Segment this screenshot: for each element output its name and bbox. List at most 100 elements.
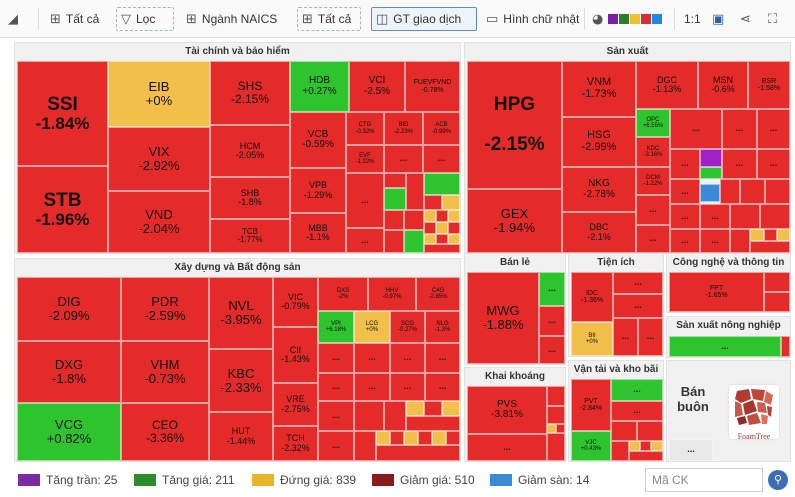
stock-tile-small[interactable] bbox=[376, 445, 460, 461]
stock-tile-other[interactable]: ... bbox=[354, 373, 390, 401]
stock-tile-msn[interactable]: MSN -0.6% bbox=[698, 61, 748, 109]
stock-tile-small[interactable] bbox=[404, 230, 424, 253]
stock-tile-small[interactable] bbox=[637, 421, 663, 441]
stock-tile-small[interactable] bbox=[765, 179, 790, 204]
sector-transport[interactable]: Vận tải và kho bãi PVT -2.84% VJC +0.43% .… bbox=[568, 360, 664, 462]
search-button[interactable]: ⚲ bbox=[768, 470, 788, 490]
stock-search-input[interactable]: Mã CK bbox=[645, 468, 763, 492]
stock-tile-small[interactable] bbox=[424, 244, 460, 253]
stock-tile-other[interactable]: ... bbox=[425, 343, 460, 373]
stock-tile-small[interactable] bbox=[424, 195, 442, 210]
stock-tile-bii[interactable]: BII +0% bbox=[571, 322, 613, 356]
industry-button[interactable]: ⊞ Ngành NAICS bbox=[182, 7, 281, 31]
stock-tile-shb[interactable]: SHB -1.8% bbox=[210, 177, 290, 219]
stock-tile-hhv[interactable]: HHV -0.97% bbox=[368, 277, 416, 311]
stock-tile-small[interactable] bbox=[390, 431, 404, 445]
stock-tile-dcm[interactable]: DCM -1.22% bbox=[636, 167, 670, 195]
stock-tile-other[interactable]: ... bbox=[722, 149, 757, 179]
stock-tile-other[interactable]: ... bbox=[318, 431, 354, 461]
stock-tile-other[interactable]: ... bbox=[611, 379, 663, 401]
stock-tile-other[interactable]: ... bbox=[354, 343, 390, 373]
stock-tile-small[interactable] bbox=[547, 424, 556, 433]
stock-tile-small[interactable] bbox=[384, 173, 406, 188]
value-mode-button[interactable]: ◫ GT giao dịch bbox=[371, 7, 477, 31]
stock-tile-small[interactable] bbox=[404, 431, 418, 445]
stock-tile-small[interactable] bbox=[424, 210, 436, 222]
stock-tile-other[interactable]: ... bbox=[700, 229, 730, 253]
stock-tile-vnm[interactable]: VNM -1.73% bbox=[562, 61, 636, 117]
stock-tile-other[interactable]: ... bbox=[613, 318, 638, 356]
palette-button[interactable]: ◕ bbox=[588, 7, 666, 31]
stock-tile-other[interactable]: ... bbox=[611, 401, 663, 421]
stock-tile-small[interactable]: ... bbox=[669, 336, 781, 357]
sector-finance[interactable]: Tài chính và bảo hiểm SSI -1.84% STB -1.96… bbox=[14, 42, 461, 254]
filter-button[interactable]: ▽ Lọc bbox=[116, 7, 174, 31]
stock-tile-eib[interactable]: EIB +0% bbox=[108, 61, 210, 127]
stock-tile-other[interactable]: ... bbox=[318, 343, 354, 373]
stock-tile-gex[interactable]: GEX -1.94% bbox=[467, 189, 562, 253]
sector-retail[interactable]: Bán lẻ MWG -1.88% ... ... ... bbox=[464, 253, 566, 365]
stock-tile-other[interactable]: ... bbox=[318, 373, 354, 401]
stock-tile-other[interactable]: ... bbox=[423, 145, 460, 173]
stock-tile-other[interactable]: ... bbox=[722, 109, 757, 149]
stock-tile-other[interactable]: ... bbox=[346, 173, 384, 228]
stock-tile-pvt[interactable]: PVT -2.84% bbox=[571, 379, 611, 431]
stock-tile-small[interactable] bbox=[730, 229, 750, 253]
stock-tile-other[interactable]: ... bbox=[636, 225, 670, 253]
stock-tile-small[interactable] bbox=[547, 433, 565, 461]
stock-tile-vjc[interactable]: VJC +0.43% bbox=[571, 431, 611, 461]
stock-tile-other[interactable]: ... bbox=[700, 204, 730, 229]
stock-tile-vhm[interactable]: VHM -0.73% bbox=[121, 341, 209, 403]
stock-tile-small[interactable] bbox=[442, 401, 460, 416]
stock-tile-small[interactable] bbox=[651, 441, 663, 451]
stock-tile-fpt[interactable]: FPT -1.65% bbox=[669, 272, 764, 312]
stock-tile-small[interactable] bbox=[436, 210, 448, 222]
stock-tile-other[interactable]: ... bbox=[613, 294, 663, 318]
stock-tile-other[interactable]: ... bbox=[425, 373, 460, 401]
stock-tile-pdr[interactable]: PDR -2.59% bbox=[121, 277, 209, 341]
stock-tile-bid[interactable]: BID -2.23% bbox=[384, 112, 423, 145]
stock-tile-small[interactable] bbox=[700, 184, 720, 202]
stock-tile-cii[interactable]: CII -1.43% bbox=[273, 327, 318, 383]
stock-tile-ceo[interactable]: CEO -3.36% bbox=[121, 403, 209, 461]
stock-tile-other[interactable]: ... bbox=[390, 373, 425, 401]
stock-tile-small[interactable] bbox=[406, 173, 424, 210]
collapse-button[interactable]: ◢ bbox=[4, 7, 22, 31]
stock-tile-small[interactable] bbox=[424, 401, 442, 416]
stock-tile-nlg[interactable]: NLG -1.3% bbox=[425, 311, 460, 343]
stock-tile-other[interactable]: ... bbox=[636, 195, 670, 225]
stock-tile-small[interactable] bbox=[640, 441, 651, 451]
stock-tile-small[interactable] bbox=[448, 222, 460, 234]
stock-tile-small[interactable] bbox=[406, 401, 424, 416]
stock-tile-kbc[interactable]: KBC -2.33% bbox=[209, 349, 273, 412]
stock-tile-small[interactable] bbox=[750, 229, 764, 241]
stock-tile-small[interactable] bbox=[764, 292, 790, 312]
stock-tile-lcg[interactable]: LCG +0% bbox=[354, 311, 390, 343]
stock-tile-small[interactable] bbox=[547, 386, 565, 406]
stock-tile-mwg[interactable]: MWG -1.88% bbox=[467, 272, 539, 364]
stock-tile-other[interactable]: ... bbox=[670, 204, 700, 229]
stock-tile-dxs[interactable]: DXS -2% bbox=[318, 277, 368, 311]
stock-tile-small[interactable] bbox=[448, 234, 460, 244]
stock-tile-hsg[interactable]: HSG -2.99% bbox=[562, 117, 636, 167]
stock-tile-small[interactable] bbox=[404, 210, 424, 230]
stock-tile-small[interactable] bbox=[406, 416, 460, 431]
stock-tile-small[interactable] bbox=[629, 441, 640, 451]
stock-tile-small[interactable] bbox=[442, 195, 460, 210]
stock-tile-fuevfvnd[interactable]: FUEVFVND -0.78% bbox=[405, 61, 460, 112]
stock-tile-vcb[interactable]: VCB -0.59% bbox=[290, 112, 346, 168]
stock-tile-small[interactable] bbox=[750, 241, 790, 253]
stock-tile-other[interactable]: ... bbox=[318, 401, 354, 431]
stock-tile-nvl[interactable]: NVL -3.95% bbox=[209, 277, 273, 349]
stock-tile-small[interactable] bbox=[384, 401, 406, 431]
stock-tile-small[interactable] bbox=[760, 204, 790, 229]
stock-tile-dbc[interactable]: DBC -2.1% bbox=[562, 212, 636, 253]
stock-tile-small[interactable] bbox=[424, 234, 436, 244]
stock-tile-other[interactable]: ... bbox=[613, 272, 663, 294]
stock-tile-vcg[interactable]: VCG +0.82% bbox=[17, 403, 121, 461]
stock-tile-pvs[interactable]: PVS -3.81% bbox=[467, 386, 547, 434]
stock-tile-hdb[interactable]: HDB +0.27% bbox=[290, 61, 349, 112]
sector-mining[interactable]: Khai khoáng PVS -3.81% ... bbox=[464, 367, 566, 462]
stock-tile-acb[interactable]: ACB -0.99% bbox=[423, 112, 460, 145]
stock-tile-small[interactable] bbox=[436, 222, 448, 234]
